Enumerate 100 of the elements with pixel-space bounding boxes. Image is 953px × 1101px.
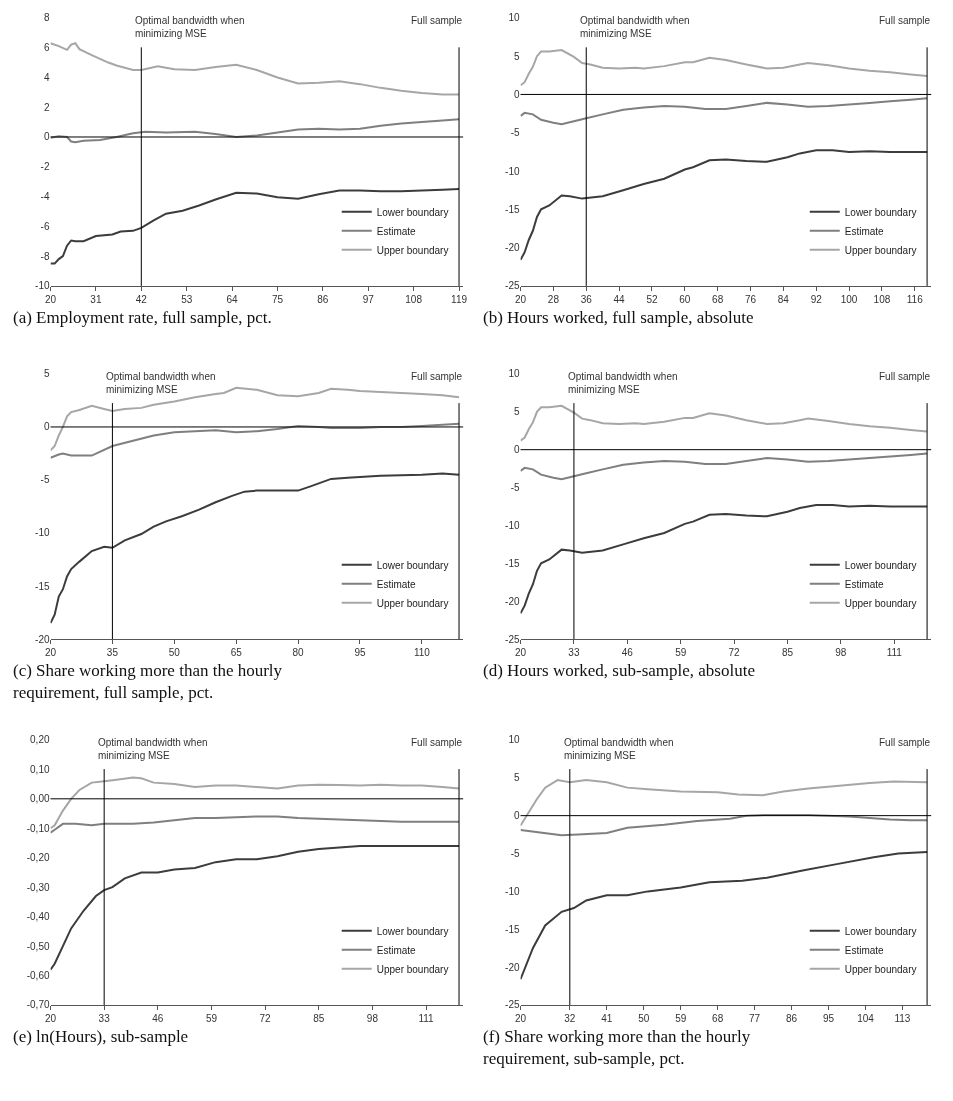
x-tick-label: 46	[152, 1012, 164, 1024]
x-tick-label: 72	[728, 647, 741, 659]
y-tick-label: 5	[43, 368, 50, 380]
ref-line-label: Optimal bandwidth when minimizing MSE	[106, 371, 216, 395]
line-series	[520, 404, 929, 442]
y-tick-label: -15	[505, 203, 520, 215]
x-tick-label: 50	[168, 647, 181, 659]
x-tick-label: 20	[514, 1012, 527, 1024]
legend-label: Upper boundary	[844, 597, 917, 609]
x-tick-label: 92	[810, 293, 823, 305]
y-tick-label: -15	[505, 923, 520, 935]
y-tick-label: -0,50	[26, 940, 50, 952]
x-tick-label: 20	[44, 647, 57, 659]
y-tick-label: -0,20	[26, 852, 50, 864]
x-tick-label: 35	[106, 647, 119, 659]
line-series	[520, 149, 929, 261]
y-tick-label: 5	[513, 406, 520, 418]
y-tick-label: -20	[35, 633, 50, 645]
x-tick-label: 95	[822, 1012, 835, 1024]
x-tick-label: 75	[271, 293, 284, 305]
x-tick-label: 97	[362, 293, 375, 305]
text: (b) Hours worked, full sample, absolute	[483, 308, 754, 327]
y-tick-label: -20	[505, 961, 520, 973]
y-tick-label: 0	[43, 421, 50, 433]
x-tick-label: 59	[675, 647, 687, 659]
x-tick-label: 50	[638, 1012, 650, 1024]
y-tick-label: -0,60	[26, 970, 50, 982]
line-series	[520, 813, 929, 837]
line-series	[50, 472, 461, 625]
y-tick-label: 10	[508, 734, 520, 746]
x-tick-label: 76	[744, 293, 757, 305]
text: (d) Hours worked, sub-sample, absolute	[483, 661, 755, 680]
x-tick-label: 86	[786, 1012, 798, 1024]
y-tick-label: 0	[513, 444, 520, 456]
x-tick-label: 52	[646, 293, 658, 305]
line-series	[520, 97, 929, 126]
x-tick-label: 86	[317, 293, 329, 305]
x-tick-label: 20	[514, 293, 527, 305]
legend-label: Estimate	[376, 944, 417, 956]
x-tick-label: 80	[292, 647, 305, 659]
x-tick-label: 32	[564, 1012, 576, 1024]
line-series	[520, 779, 929, 827]
y-tick-label: -25	[505, 280, 520, 292]
x-tick-label: 108	[405, 293, 423, 305]
y-tick-label: 0,00	[30, 793, 50, 805]
y-tick-label: 0	[43, 131, 50, 143]
x-tick-label: 104	[857, 1012, 875, 1024]
x-tick-label: 59	[205, 1012, 218, 1024]
x-tick-label: 85	[781, 647, 794, 659]
y-tick-label: -0,30	[26, 881, 50, 893]
line-series	[520, 452, 929, 481]
y-tick-label: 0	[513, 88, 520, 100]
x-tick-label: 53	[181, 293, 193, 305]
x-tick-label: 28	[547, 293, 560, 305]
x-tick-label: 20	[44, 293, 57, 305]
y-tick-label: -4	[40, 191, 50, 203]
x-tick-label: 100	[840, 293, 858, 305]
ref-line-label: Optimal bandwidth when minimizing MSE	[568, 371, 678, 395]
legend-label: Estimate	[844, 225, 885, 237]
text: (e) ln(Hours), sub-sample	[13, 1027, 189, 1046]
y-tick-label: -10	[505, 885, 520, 897]
ref-line-label: Full sample	[879, 15, 931, 26]
y-tick-label: -0,40	[26, 911, 50, 923]
y-tick-label: -15	[35, 580, 50, 592]
line-series	[520, 851, 929, 981]
line-series	[520, 49, 929, 87]
x-tick-label: 116	[906, 293, 924, 305]
x-tick-label: 31	[90, 293, 102, 305]
legend-label: Upper boundary	[376, 244, 449, 256]
y-tick-label: -5	[510, 127, 520, 139]
legend-label: Lower boundary	[376, 559, 449, 571]
ref-line-label: Full sample	[879, 737, 931, 748]
line-series	[50, 42, 461, 96]
x-tick-label: 108	[873, 293, 891, 305]
y-tick-label: -5	[510, 482, 520, 494]
y-tick-label: -25	[505, 999, 520, 1011]
x-tick-label: 113	[894, 1012, 911, 1024]
x-tick-label: 95	[354, 647, 366, 659]
y-tick-label: -2	[40, 161, 50, 173]
y-tick-label: -5	[510, 848, 520, 860]
x-tick-label: 65	[230, 647, 243, 659]
x-tick-label: 41	[601, 1012, 613, 1024]
y-tick-label: -0,10	[26, 822, 50, 834]
y-tick-label: 10	[508, 12, 520, 24]
y-tick-label: -6	[40, 220, 50, 232]
x-tick-label: 59	[675, 1012, 687, 1024]
y-tick-label: -25	[505, 633, 520, 645]
x-tick-label: 20	[514, 647, 527, 659]
x-tick-label: 36	[580, 293, 593, 305]
x-tick-label: 20	[44, 1012, 57, 1024]
ref-line-label: Optimal bandwidth when minimizing MSE	[564, 737, 674, 761]
y-tick-label: 10	[508, 368, 520, 380]
x-tick-label: 119	[451, 293, 468, 305]
text: (a) Employment rate, full sample, pct.	[13, 308, 272, 327]
x-tick-label: 64	[226, 293, 239, 305]
x-tick-label: 98	[366, 1012, 379, 1024]
legend-label: Lower boundary	[376, 925, 449, 937]
legend-label: Upper boundary	[376, 597, 449, 609]
line-series	[50, 815, 461, 834]
y-tick-label: 5	[513, 772, 520, 784]
